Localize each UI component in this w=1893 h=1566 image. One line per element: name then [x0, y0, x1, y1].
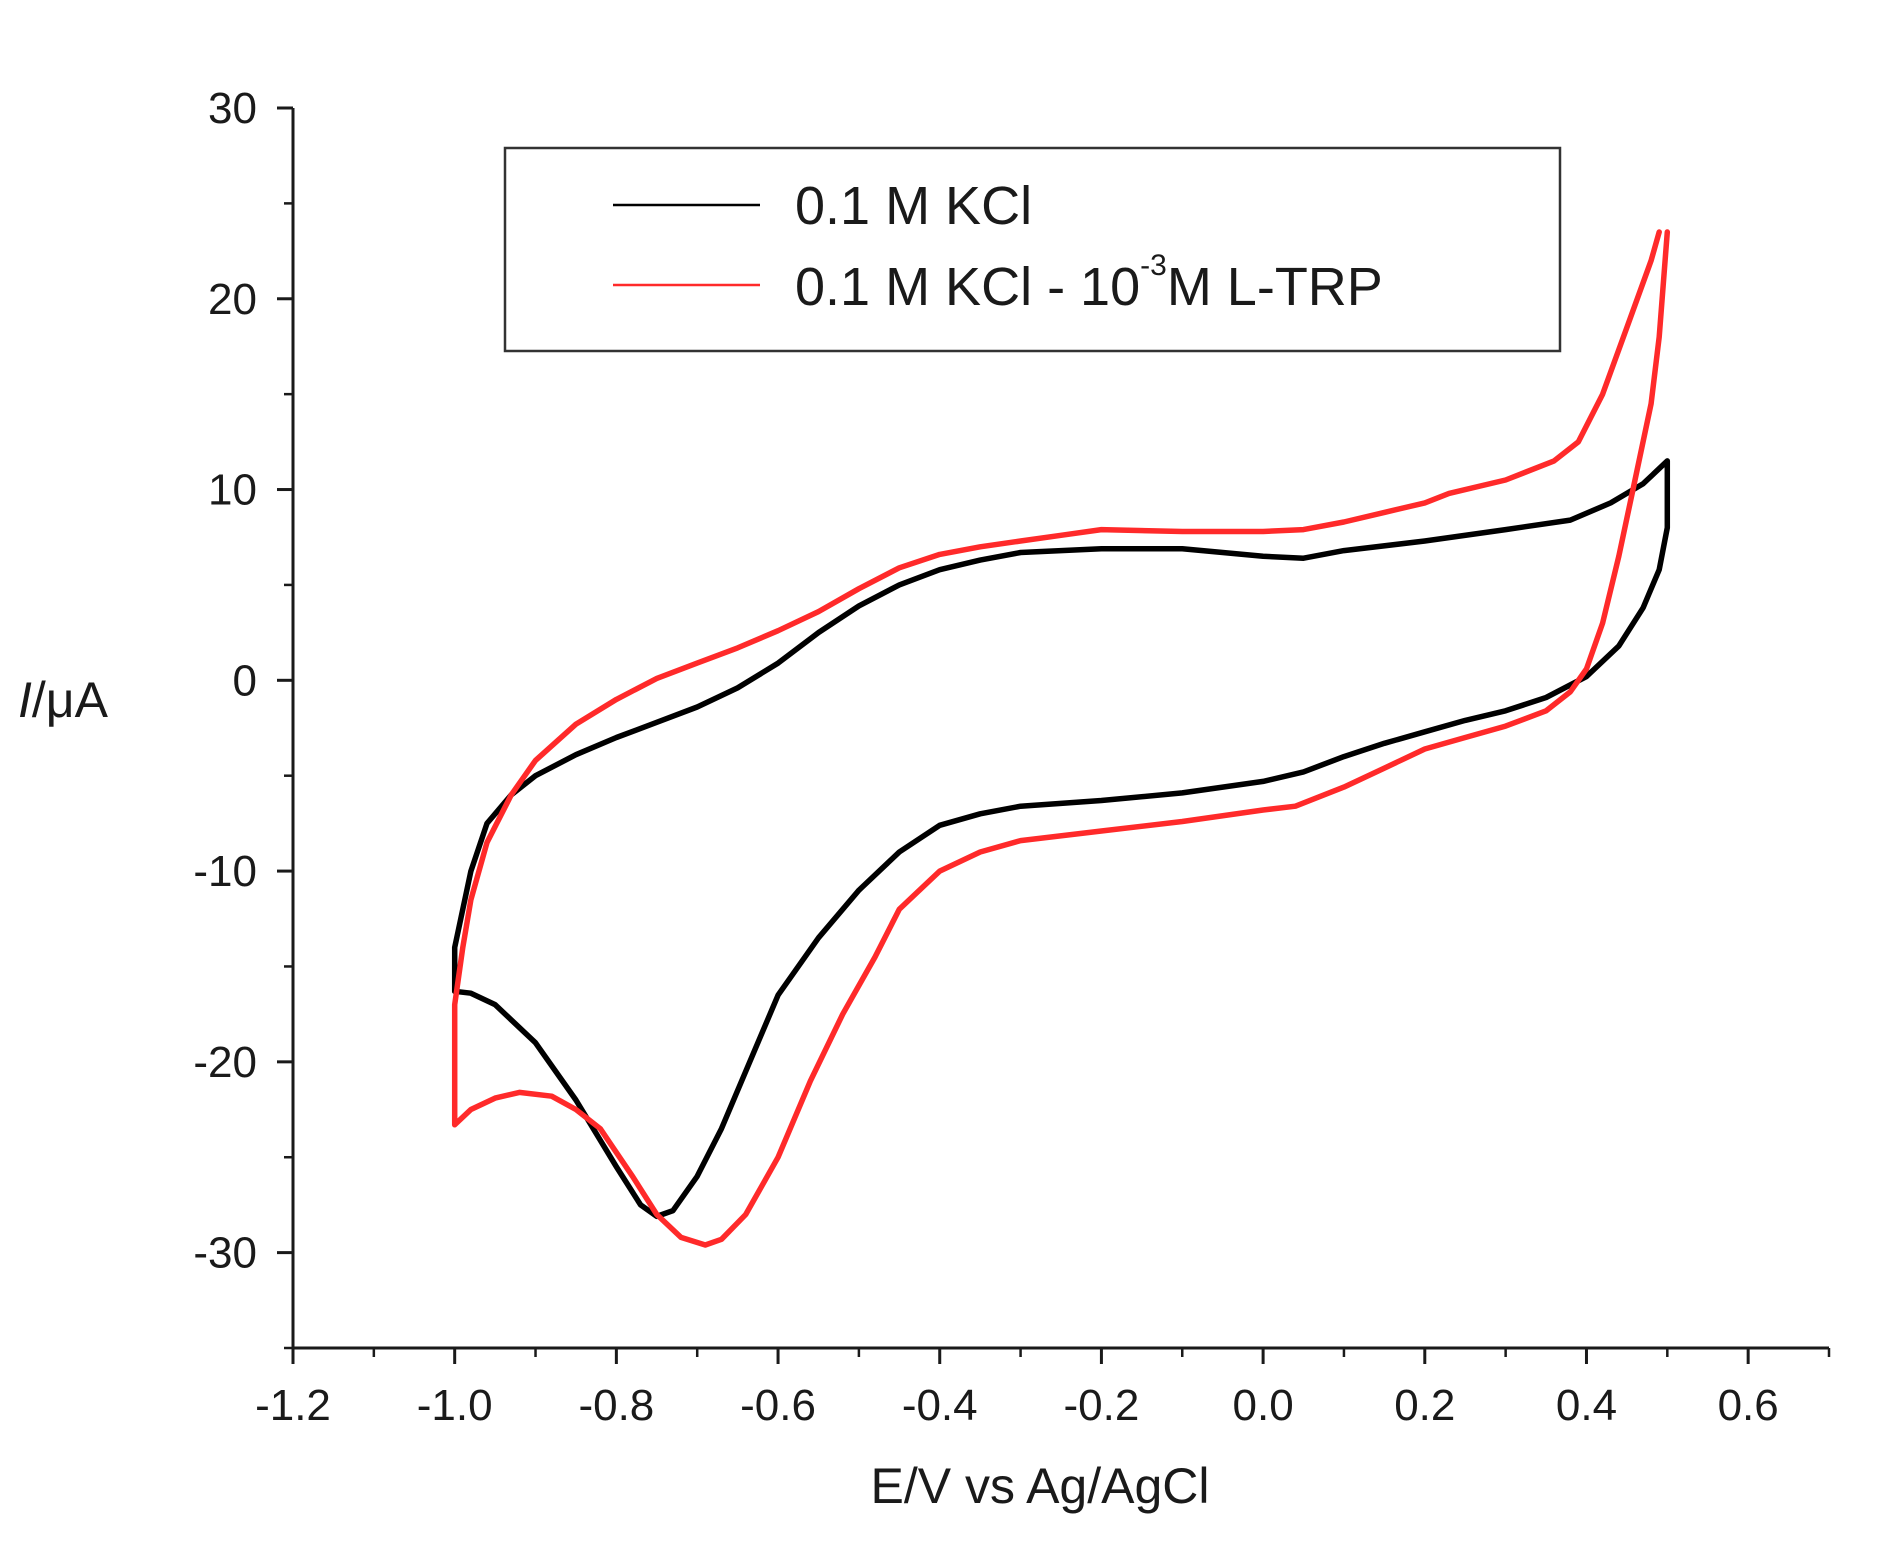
x-tick-label: 0.4: [1556, 1381, 1617, 1430]
x-tick-label: -0.8: [578, 1381, 654, 1430]
legend-label-ltrp-main: 0.1 M KCl - 10: [795, 257, 1140, 317]
x-tick-label: -0.6: [740, 1381, 816, 1430]
x-tick-label: 0.0: [1233, 1381, 1294, 1430]
legend-label-ltrp-exponent: -3: [1140, 249, 1167, 282]
y-tick-label: 0: [233, 656, 257, 705]
y-tick-label: -20: [193, 1038, 257, 1087]
series-line-0: [451, 458, 1671, 1220]
y-tick-label: -30: [193, 1229, 257, 1278]
series-line-1: [451, 229, 1671, 1248]
y-axis-title-unit: /μA: [32, 672, 109, 728]
y-axis-title-italic: I: [18, 672, 32, 728]
x-tick-label: -0.4: [902, 1381, 978, 1430]
x-axis-title: E/V vs Ag/AgCl: [870, 1458, 1209, 1514]
y-tick-label: 20: [208, 275, 257, 324]
legend-label-ltrp-tail: M L-TRP: [1167, 257, 1383, 317]
y-tick-label: -10: [193, 847, 257, 896]
x-tick-label: -0.2: [1064, 1381, 1140, 1430]
y-tick-label: 30: [208, 84, 257, 133]
x-tick-label: 0.2: [1394, 1381, 1455, 1430]
axes-layer: -1.2 -1.0 -0.8 -0.6 -0.4 -0.2 0.0 0.2 0.4 0.6-30-…: [193, 84, 1831, 1430]
x-tick-label: -1.2: [255, 1381, 331, 1430]
y-tick-label: 10: [208, 466, 257, 515]
legend-label-kcl: 0.1 M KCl: [795, 176, 1032, 236]
legend: 0.1 M KCl 0.1 M KCl - 10-3M L-TRP: [503, 146, 1562, 353]
x-tick-label: -1.0: [417, 1381, 493, 1430]
series-layer: [451, 229, 1671, 1248]
legend-label-ltrp: 0.1 M KCl - 10-3M L-TRP: [795, 249, 1383, 317]
x-tick-label: 0.6: [1718, 1381, 1779, 1430]
legend-box: [503, 146, 1562, 353]
y-axis-title: I/μA: [18, 672, 109, 728]
